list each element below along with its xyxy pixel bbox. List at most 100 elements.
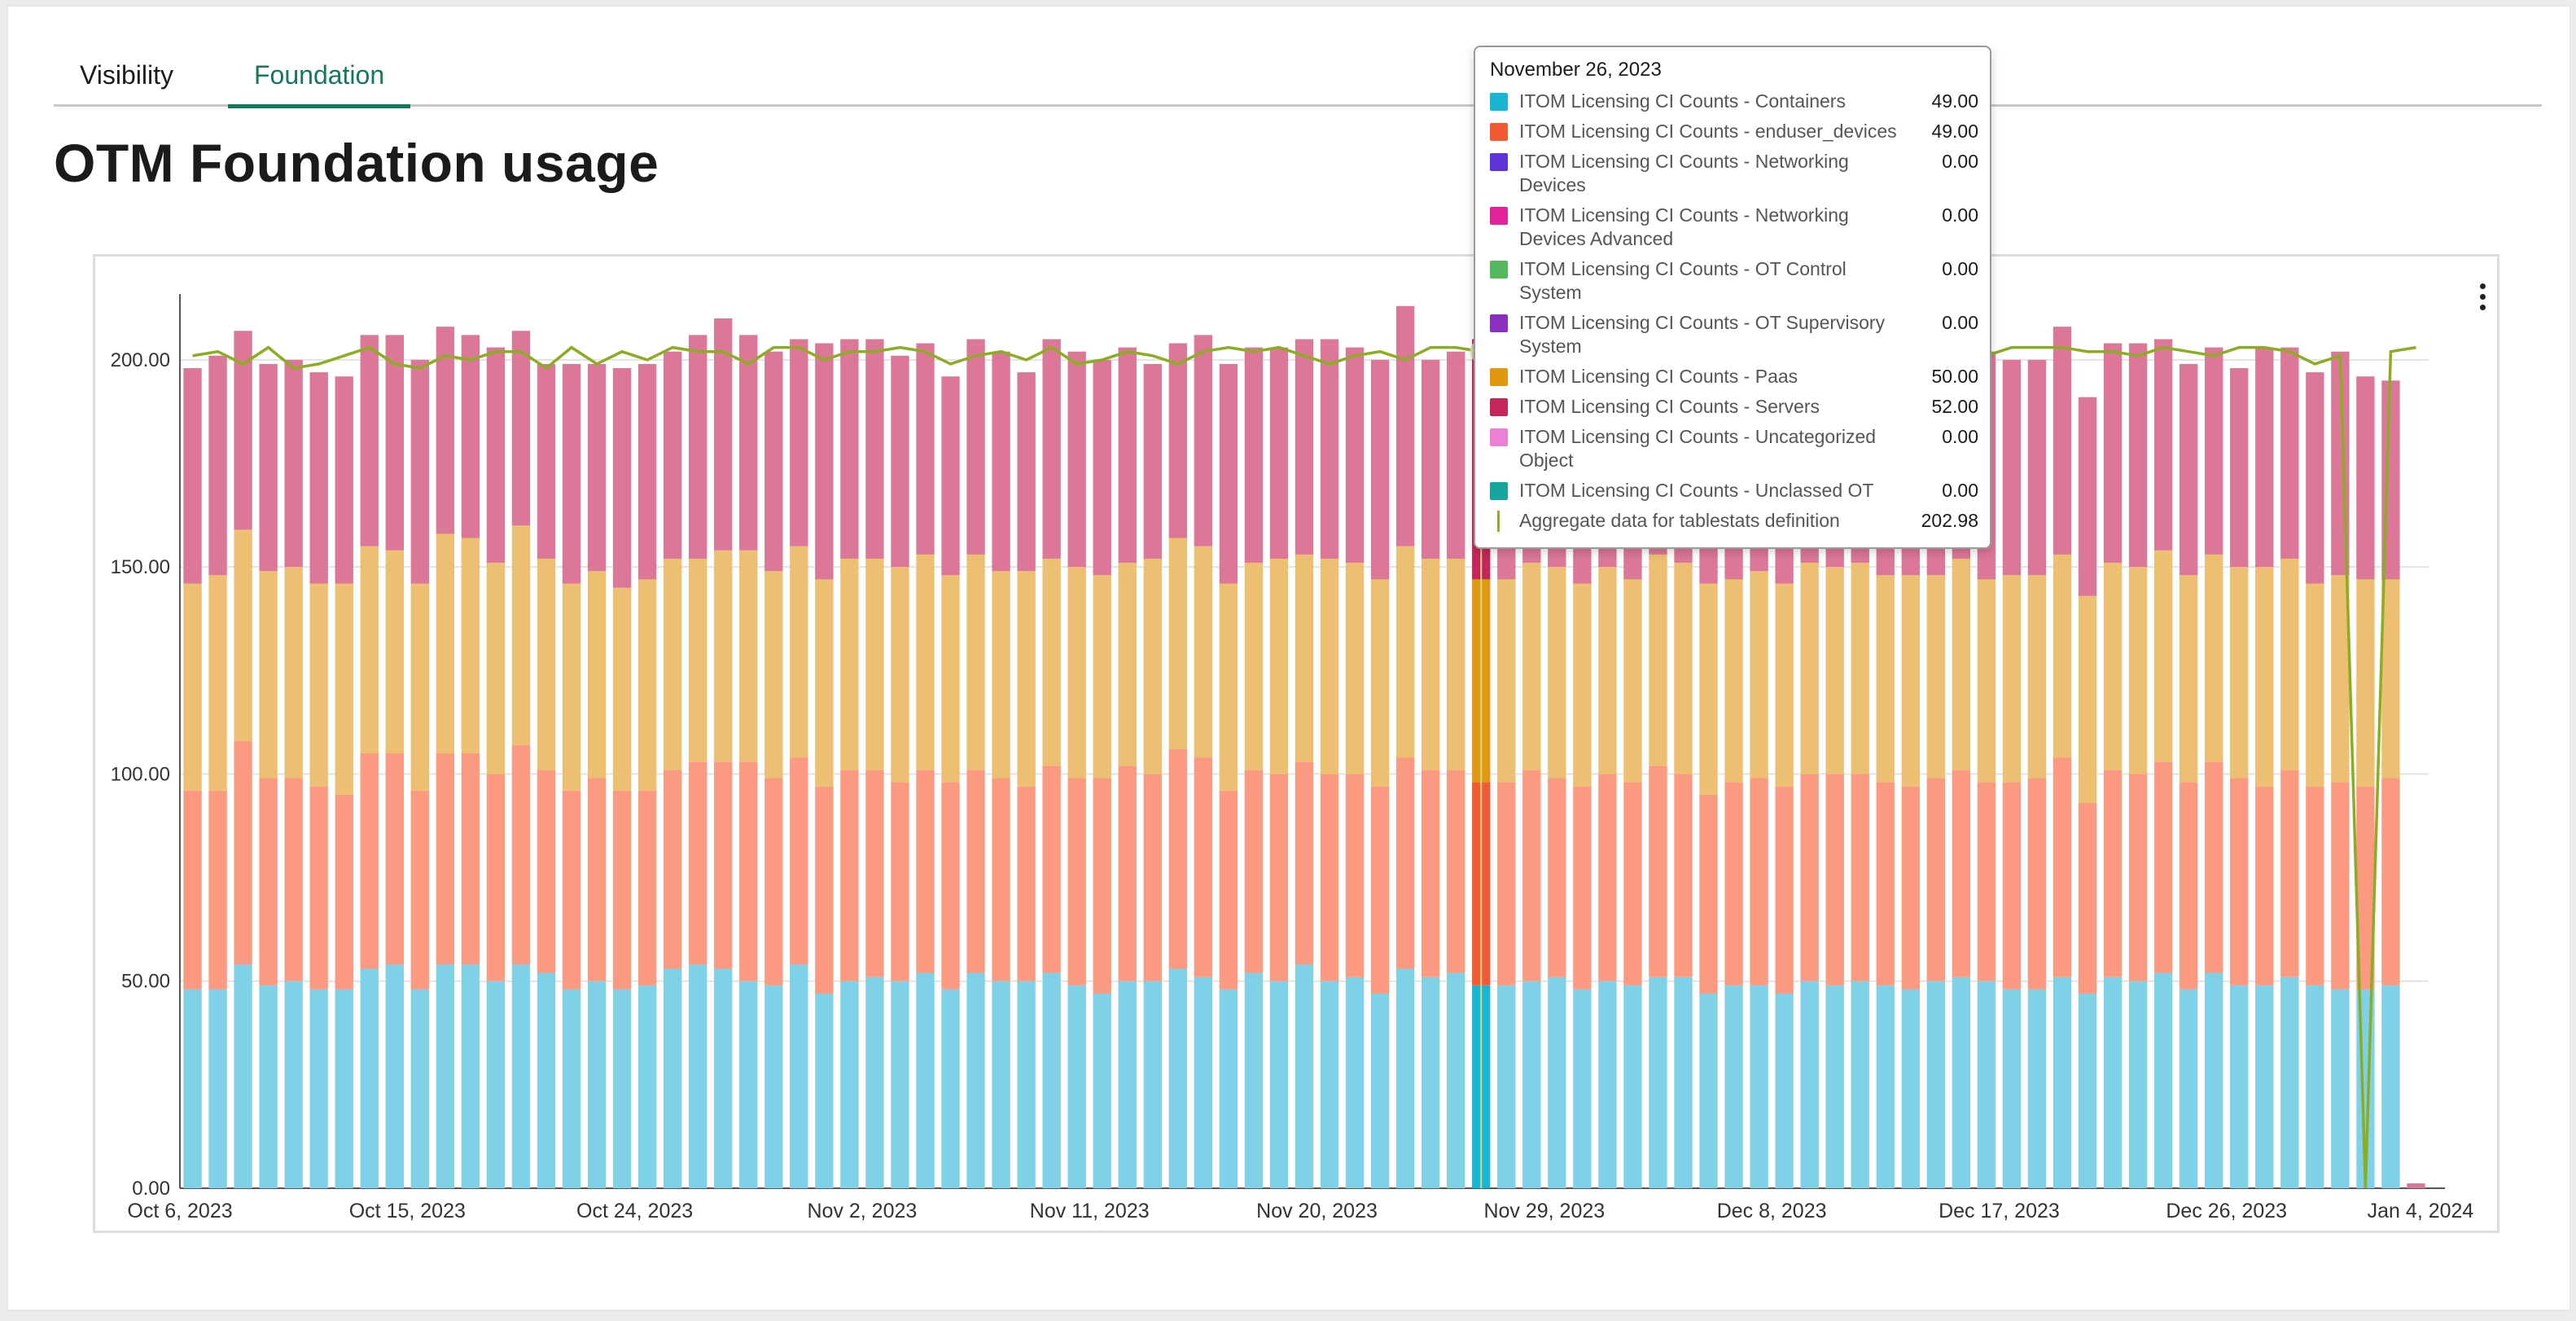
bar-segment[interactable]	[1825, 985, 1844, 1188]
bar-segment[interactable]	[1724, 782, 1743, 985]
bar-segment[interactable]	[2103, 976, 2123, 1188]
bar-segment[interactable]	[1143, 774, 1162, 981]
bar-segment[interactable]	[2255, 347, 2274, 568]
bar-segment[interactable]	[992, 571, 1010, 779]
bar-segment[interactable]	[1775, 583, 1794, 787]
bar-segment[interactable]	[183, 583, 202, 791]
bar-segment[interactable]	[891, 981, 909, 1188]
bar-segment[interactable]	[1168, 538, 1188, 749]
bar-segment[interactable]	[764, 778, 783, 985]
bar-segment[interactable]	[511, 525, 531, 745]
bar-segment[interactable]	[1674, 563, 1693, 775]
bar-segment[interactable]	[714, 968, 733, 1188]
bar-segment[interactable]	[2002, 989, 2022, 1188]
bar-segment[interactable]	[1952, 976, 1971, 1188]
bar-segment[interactable]	[1042, 558, 1061, 766]
bar-segment[interactable]	[259, 985, 278, 1188]
bar-segment[interactable]	[1750, 985, 1768, 1188]
bar-segment[interactable]	[461, 753, 480, 965]
bar-segment[interactable]	[461, 964, 480, 1188]
bar-segment[interactable]	[1497, 782, 1516, 985]
bar-segment[interactable]	[966, 339, 985, 555]
bar-segment[interactable]	[562, 363, 581, 584]
bar-segment[interactable]	[941, 782, 960, 990]
bar-segment[interactable]	[1118, 981, 1137, 1188]
bar-segment[interactable]	[2255, 985, 2274, 1188]
bar-segment[interactable]	[1345, 563, 1365, 775]
bar-segment[interactable]	[1067, 778, 1086, 985]
bar-segment[interactable]	[1345, 976, 1365, 1188]
bar-segment[interactable]	[2306, 583, 2324, 787]
tab-visibility[interactable]: Visibility	[80, 60, 173, 90]
bar-segment[interactable]	[259, 571, 278, 779]
bar-segment[interactable]	[2280, 558, 2299, 770]
bar-segment[interactable]	[1901, 575, 1920, 787]
bar-segment[interactable]	[2027, 778, 2047, 990]
bar-segment[interactable]	[2205, 761, 2223, 973]
bar-segment[interactable]	[208, 355, 227, 576]
bar-segment[interactable]	[2103, 563, 2123, 770]
bar-segment[interactable]	[511, 331, 531, 526]
bar-segment[interactable]	[486, 563, 506, 775]
bar-segment[interactable]	[309, 989, 328, 1188]
bar-segment[interactable]	[1901, 786, 1920, 990]
bar-segment[interactable]	[1926, 778, 1946, 981]
bar-segment[interactable]	[1649, 554, 1667, 766]
bar-segment[interactable]	[1447, 972, 1465, 1188]
bar-segment[interactable]	[486, 981, 506, 1188]
bar-segment[interactable]	[360, 968, 379, 1188]
bar-segment[interactable]	[1219, 989, 1238, 1188]
bar-segment[interactable]	[234, 964, 252, 1188]
bar-segment[interactable]	[335, 989, 353, 1188]
bar-segment[interactable]	[992, 351, 1010, 572]
bar-segment[interactable]	[1067, 351, 1086, 568]
bar-segment[interactable]	[612, 368, 632, 588]
bar-segment[interactable]	[2027, 575, 2047, 779]
stacked-bar-chart[interactable]: 0.00 50.00 100.00 150.00 200.00 Oct 6, 2023 Oc…	[95, 257, 2497, 1231]
bar-segment[interactable]	[2027, 359, 2047, 576]
bar-segment[interactable]	[335, 583, 353, 795]
bar-segment[interactable]	[1345, 774, 1365, 977]
bar-segment[interactable]	[1269, 774, 1289, 981]
bar-segment[interactable]	[360, 546, 379, 753]
bar-segment[interactable]	[2306, 985, 2324, 1188]
bar-segment[interactable]	[815, 579, 834, 787]
bar-segment[interactable]	[2230, 368, 2249, 568]
bar-segment[interactable]	[916, 770, 935, 973]
bar-segment[interactable]	[1194, 757, 1213, 977]
bar-segment[interactable]	[1017, 981, 1036, 1188]
bar-segment[interactable]	[1573, 583, 1592, 787]
bar-segment[interactable]	[562, 790, 581, 990]
bar-segment[interactable]	[1370, 579, 1390, 787]
bar-segment[interactable]	[1042, 766, 1061, 973]
bar-segment[interactable]	[1977, 782, 1996, 981]
bar-segment[interactable]	[1573, 989, 1592, 1188]
bar-segment[interactable]	[1977, 579, 1996, 783]
bar-segment[interactable]	[208, 790, 227, 990]
bar-segment[interactable]	[385, 550, 404, 753]
bar-segment[interactable]	[309, 372, 328, 584]
bar-segment[interactable]	[183, 989, 202, 1188]
bar-segment[interactable]	[461, 538, 480, 753]
bar-segment[interactable]	[1168, 748, 1188, 969]
bar-segment[interactable]	[1295, 761, 1314, 965]
bar-segment[interactable]	[1093, 993, 1111, 1188]
bar-segment[interactable]	[663, 351, 682, 559]
bar-segment[interactable]	[637, 579, 657, 791]
bar-segment[interactable]	[2356, 579, 2375, 787]
bar-segment[interactable]	[790, 546, 808, 758]
bar-segment[interactable]	[2280, 976, 2299, 1188]
bar-segment[interactable]	[1320, 339, 1339, 559]
bar-segment[interactable]	[1219, 363, 1238, 584]
bar-segment[interactable]	[1395, 305, 1415, 546]
bar-segment[interactable]	[410, 583, 429, 791]
bar-segment[interactable]	[1497, 579, 1516, 783]
bar-segment[interactable]	[1851, 563, 1869, 775]
bar-segment[interactable]	[1118, 563, 1137, 766]
bar-segment[interactable]	[1447, 770, 1465, 973]
bar-segment[interactable]	[2153, 550, 2173, 762]
bar-segment[interactable]	[663, 558, 682, 770]
bar-segment[interactable]	[436, 327, 455, 534]
bar-segment[interactable]	[840, 558, 859, 770]
bar-segment[interactable]	[1093, 575, 1111, 779]
